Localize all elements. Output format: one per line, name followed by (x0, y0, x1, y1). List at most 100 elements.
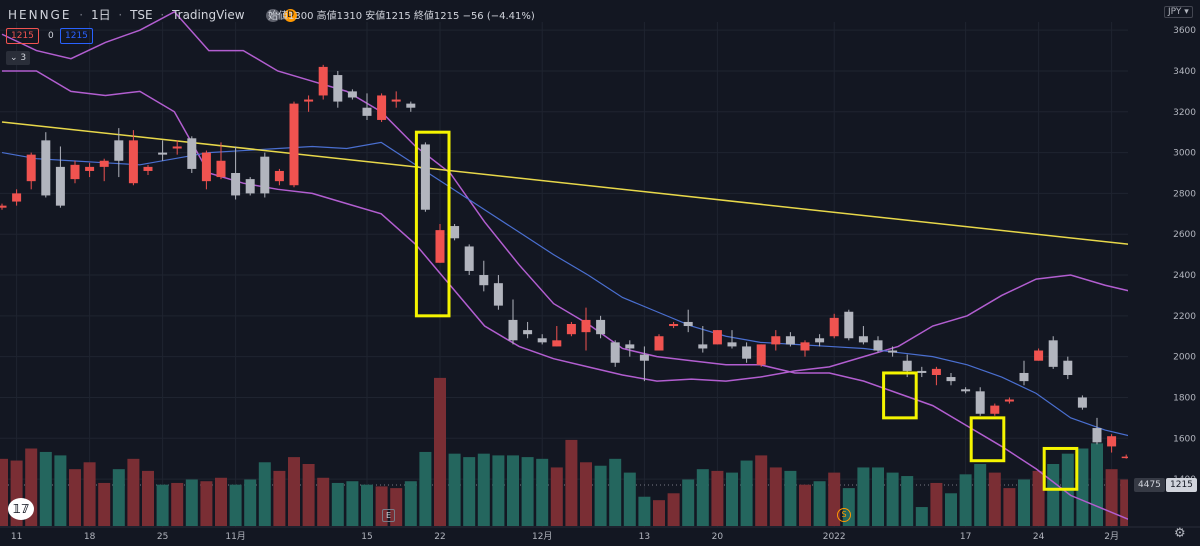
candle-body (698, 344, 708, 349)
candle-body (990, 405, 1000, 414)
indicator-collapse-button[interactable]: ⌄ 3 (6, 51, 31, 65)
time-tick-label: 20 (712, 532, 724, 542)
price-tick-label: 2800 (1173, 189, 1196, 199)
candle-body (260, 156, 270, 194)
volume-bar (1091, 443, 1103, 526)
ohlc-readout: 始値1300 高値1310 安値1215 終値1215 −56 (−4.41%) (268, 7, 535, 22)
candle-body (888, 350, 898, 353)
time-tick-label: 18 (84, 532, 96, 542)
collapse-count: 3 (20, 53, 27, 63)
volume-bar (769, 467, 782, 526)
candle-body (523, 330, 533, 335)
price-axis-bg (1128, 0, 1200, 546)
currency-selector[interactable]: JPY ▾ (1164, 6, 1193, 18)
volume-bar (711, 470, 724, 526)
indicator-value-mid: 0 (48, 31, 54, 41)
volume-bars (0, 377, 1200, 526)
market-status-icon (266, 9, 281, 22)
candle-body (858, 336, 868, 343)
interval[interactable]: 1日 (90, 8, 111, 22)
earnings-marker[interactable]: E (382, 509, 395, 522)
price-axis[interactable]: 3600 3400 3200 3000 2800 2600 2400 2200 2000 1800… (1128, 0, 1200, 546)
candle-body (26, 154, 36, 182)
candle-body (902, 360, 912, 371)
volume-bar (740, 460, 753, 526)
candle-body (70, 164, 80, 180)
volume-bar (361, 484, 373, 526)
candle-body (1004, 399, 1014, 402)
candle-body (756, 344, 766, 365)
volume-bar (521, 457, 534, 526)
volume-bar (54, 455, 67, 526)
candle-body (41, 140, 51, 196)
chevron-down-icon: ⌄ (10, 53, 18, 63)
candle-body (873, 340, 883, 351)
candle-body (377, 95, 387, 120)
price-tick-label: 3400 (1173, 67, 1196, 77)
time-tick-label: 13 (639, 532, 650, 542)
volume-bar (185, 479, 198, 526)
candle-body (610, 342, 620, 363)
candle-body (99, 160, 109, 167)
candle-body (1048, 340, 1058, 367)
volume-bar (448, 453, 461, 526)
data-source: TradingView (172, 8, 245, 22)
volume-bar (667, 493, 680, 526)
volume-bar (623, 472, 636, 526)
candle-body (420, 144, 430, 210)
volume-bar (492, 455, 505, 526)
close-label: 終値 (413, 11, 434, 22)
volume-bar (915, 507, 928, 526)
volume-bar (1032, 470, 1045, 526)
candle-body (1077, 397, 1087, 408)
volume-bar (580, 462, 592, 526)
symbol-name[interactable]: HENNGE (8, 8, 72, 22)
volume-bar (171, 482, 184, 526)
time-axis[interactable]: 11 18 25 11月 15 22 12月 13 20 2022 17 24 2月 (0, 526, 1200, 542)
candle-body (245, 179, 255, 194)
bollinger-upper-line (1, 10, 1200, 536)
indicator-value-a: 1215 (6, 28, 39, 44)
volume-bar (536, 458, 549, 526)
grid (0, 22, 1128, 527)
volume-bar (317, 477, 330, 526)
volume-bar (507, 455, 519, 526)
volume-bar (872, 467, 884, 526)
candle-body (727, 342, 737, 347)
split-marker[interactable]: S (837, 508, 851, 522)
candle-body (172, 146, 182, 149)
candle-body (917, 370, 927, 373)
time-tick-label: 24 (1033, 532, 1045, 542)
price-tick-label: 1600 (1173, 434, 1196, 444)
chevron-down-icon: ▾ (1184, 7, 1189, 17)
tradingview-logo-icon[interactable]: 𝟙𝟟 (8, 498, 34, 520)
volume-bar (696, 469, 709, 526)
candle-body (1121, 456, 1131, 459)
volume-last-label: 4475 (1134, 478, 1165, 492)
candle-body (961, 389, 971, 392)
volume-bar (346, 481, 359, 526)
price-tick-label: 2600 (1173, 230, 1196, 240)
volume-bar (434, 377, 446, 526)
volume-bar (1003, 488, 1016, 526)
price-tick-label: 1800 (1173, 393, 1196, 403)
time-tick-label: 12月 (532, 531, 552, 542)
candle-body (931, 368, 941, 376)
ma20-line (1, 141, 1200, 454)
time-tick-label: 25 (157, 532, 168, 542)
highlight-box (1042, 446, 1079, 491)
delayed-badge: D (284, 9, 298, 22)
settings-gear-icon[interactable]: ⚙ (1174, 526, 1186, 541)
volume-bar (784, 470, 797, 526)
candle-body (187, 138, 197, 169)
candle-body (12, 193, 22, 202)
candle-body (975, 391, 985, 414)
time-tick-label: 22 (434, 532, 445, 542)
candle-body (1063, 360, 1073, 376)
price-tick-label: 2400 (1173, 271, 1196, 281)
candle-body (1034, 350, 1044, 361)
volume-bar (244, 479, 257, 526)
volume-bar (390, 488, 403, 526)
symbol-header[interactable]: HENNGE · 1日 · TSE · TradingView D (8, 6, 298, 23)
